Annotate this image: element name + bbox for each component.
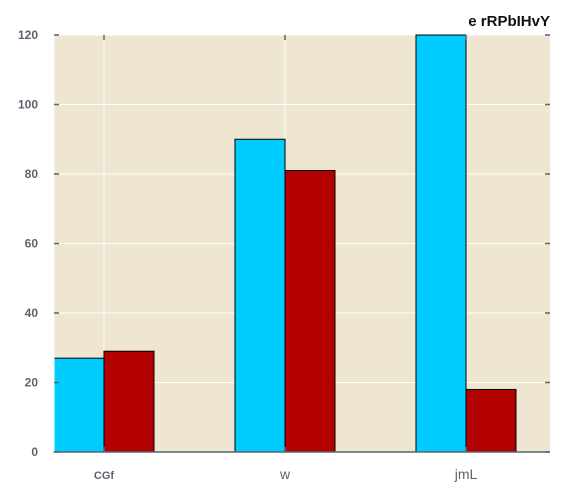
bar-series2-w bbox=[284, 170, 336, 453]
x-tick-label: CGf bbox=[94, 470, 115, 482]
y-axis-ticks: 0 20 40 60 80 100 120 bbox=[18, 28, 550, 459]
y-tick-label: 120 bbox=[18, 28, 38, 42]
bar-series1-CGf bbox=[53, 357, 105, 453]
y-tick-label: 100 bbox=[18, 98, 38, 112]
y-tick-label: 40 bbox=[25, 306, 39, 320]
x-tick-label: jmL bbox=[454, 466, 478, 482]
y-tick-label: 20 bbox=[25, 376, 39, 390]
y-tick-label: 0 bbox=[31, 445, 38, 459]
bar-series1-w bbox=[234, 138, 286, 453]
chart-title: e rRPbIHvY bbox=[468, 13, 550, 30]
x-tick-label: w bbox=[279, 466, 291, 482]
x-axis-ticks: CGf w jmL bbox=[94, 35, 478, 482]
bar-series1-jmL bbox=[415, 34, 467, 453]
bar-series2-jmL bbox=[465, 388, 517, 453]
y-tick-label: 60 bbox=[25, 237, 39, 251]
bars bbox=[53, 34, 517, 453]
y-tick-label: 80 bbox=[25, 167, 39, 181]
bar-series2-CGf bbox=[103, 350, 155, 453]
